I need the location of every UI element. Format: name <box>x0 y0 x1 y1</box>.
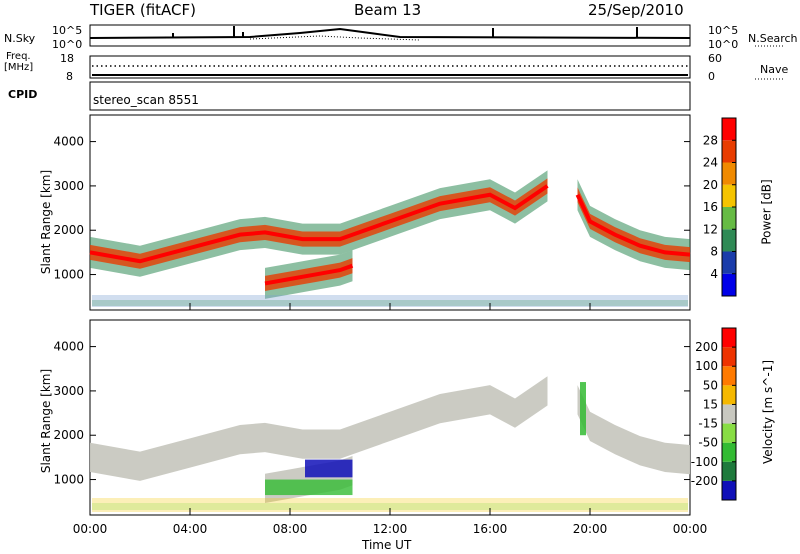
nave-label: Nave <box>760 63 789 76</box>
power-echo-band-peak <box>575 193 691 257</box>
power-cbar-cell <box>722 162 736 185</box>
velocity-cbar-cell <box>722 461 736 481</box>
x-tick-label: 20:00 <box>573 522 608 536</box>
nsearch-label: N.Search <box>748 32 798 45</box>
power-cbar-tick-label: 4 <box>710 267 718 281</box>
power-cbar-cell <box>722 229 736 252</box>
velocity-cbar-cell <box>722 347 736 367</box>
power-y-axis: 1000 2000 3000 4000 <box>53 135 690 282</box>
freq-tick-bottom: 8 <box>66 70 73 83</box>
power-cbar-tick-label: 24 <box>703 156 718 170</box>
velocity-cbar-tick-label: -50 <box>698 436 718 450</box>
velocity-green-streak <box>580 382 586 436</box>
x-tick-label: 04:00 <box>173 522 208 536</box>
x-tick-label: 08:00 <box>273 522 308 536</box>
velocity-green-patch <box>265 479 353 496</box>
velocity-cbar-tick-label: -200 <box>691 474 718 488</box>
velocity-cbar-cell <box>722 385 736 405</box>
freq-unit-label: [MHz] <box>4 62 34 73</box>
nsky-tick-bottom: 10^0 <box>52 38 83 51</box>
velocity-echo-band <box>90 376 548 481</box>
y-tick-label: 1000 <box>53 268 84 282</box>
y-tick-label: 2000 <box>53 223 84 237</box>
power-cbar-cell <box>722 207 736 230</box>
velocity-cbar-tick-label: -15 <box>698 417 718 431</box>
cpid-label: CPID <box>8 88 38 101</box>
power-cbar-cell <box>722 184 736 207</box>
cpid-strip <box>89 81 691 111</box>
velocity-y-axis: 1000 2000 3000 4000 <box>53 340 690 487</box>
power-cbar-tick-label: 12 <box>703 222 718 236</box>
cpid-value: stereo_scan 8551 <box>93 93 199 107</box>
x-tick-label: 00:00 <box>73 522 108 536</box>
freq-label: Freq. <box>6 51 31 62</box>
power-colorbar: 4 8 12 16 20 24 28 <box>703 117 737 297</box>
velocity-echo-band <box>577 385 690 475</box>
velocity-cbar-tick-label: 100 <box>695 359 718 373</box>
freq-strip <box>89 55 785 80</box>
velocity-cbar-cell <box>722 442 736 462</box>
nsearch-tick-bottom: 10^0 <box>708 38 739 51</box>
nsearch-tick-top: 10^5 <box>708 24 739 37</box>
power-cbar-cell <box>722 140 736 163</box>
power-cbar-cell <box>722 251 736 274</box>
power-cbar-tick-label: 20 <box>703 178 718 192</box>
power-cbar-tick-label: 16 <box>703 200 718 214</box>
velocity-cbar-cell <box>722 423 736 443</box>
nsky-tick-top: 10^5 <box>52 24 83 37</box>
y-tick-label: 2000 <box>53 428 84 442</box>
velocity-cbar-cell <box>722 480 736 500</box>
velocity-cbar-label: Velocity [m s^-1] <box>761 359 776 465</box>
power-panel: 1000 2000 3000 4000 <box>53 114 691 311</box>
y-tick-label: 1000 <box>53 473 84 487</box>
power-cbar-cell <box>722 273 736 296</box>
x-tick-label: 12:00 <box>373 522 408 536</box>
date-label: 25/Sep/2010 <box>588 1 684 19</box>
beam-label: Beam 13 <box>354 1 422 19</box>
power-cbar-tick-label: 28 <box>703 133 718 147</box>
power-echo-band-peak <box>89 184 549 264</box>
velocity-cbar-tick-label: 15 <box>703 397 718 411</box>
y-tick-label: 4000 <box>53 135 84 149</box>
radar-title: TIGER (fitACF) <box>90 1 197 19</box>
power-echo-layer <box>89 170 691 299</box>
freq-tick-top: 18 <box>60 52 74 65</box>
velocity-ylabel: Slant Range [km] <box>39 368 54 474</box>
velocity-cbar-tick-label: -100 <box>691 455 718 469</box>
nsky-strip <box>89 24 785 47</box>
y-tick-label: 3000 <box>53 179 84 193</box>
x-tick-label: 00:00 <box>673 522 708 536</box>
power-cbar-tick-label: 8 <box>710 245 718 259</box>
x-tick-label: 16:00 <box>473 522 508 536</box>
y-tick-label: 3000 <box>53 384 84 398</box>
nave-tick-top: 60 <box>708 52 722 65</box>
velocity-blue-patch <box>305 459 353 478</box>
nsky-label: N.Sky <box>4 32 36 45</box>
velocity-cbar-cell <box>722 404 736 424</box>
velocity-cbar-tick-label: 200 <box>695 340 718 354</box>
velocity-cbar-cell <box>722 328 736 348</box>
power-cbar-cell <box>722 118 736 141</box>
power-echo-band-peak <box>264 263 354 286</box>
x-axis-label: Time UT <box>362 538 412 552</box>
velocity-cbar-cell <box>722 366 736 386</box>
time-axis: 00:00 04:00 08:00 12:00 16:00 20:00 00:00 <box>73 303 708 536</box>
velocity-echo-layer <box>90 376 690 504</box>
power-cbar-label: Power [dB] <box>759 179 774 245</box>
velocity-cbar-frame <box>721 327 737 501</box>
velocity-colorbar: -200 -100 -50 -15 15 50 100 200 <box>691 327 737 501</box>
velocity-panel: 1000 2000 3000 4000 <box>53 319 691 516</box>
nave-tick-bottom: 0 <box>708 70 715 83</box>
y-tick-label: 4000 <box>53 340 84 354</box>
velocity-cbar-tick-label: 50 <box>703 378 718 392</box>
power-ylabel: Slant Range [km] <box>39 169 54 275</box>
